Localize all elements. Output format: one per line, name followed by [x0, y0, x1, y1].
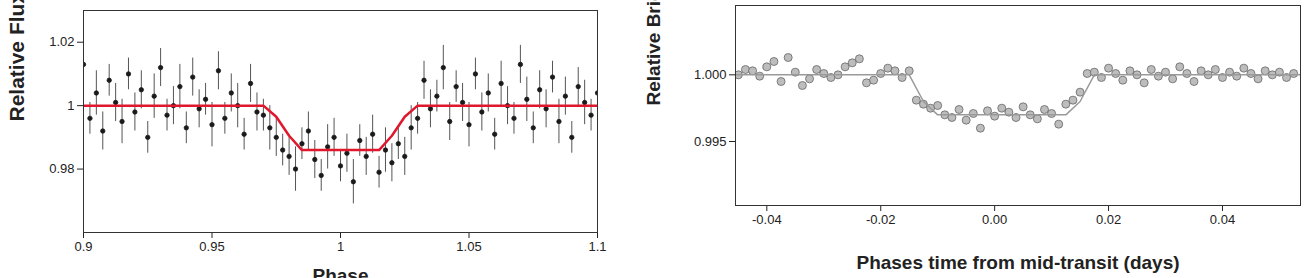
- svg-text:Phase: Phase: [313, 265, 369, 278]
- svg-text:1: 1: [337, 239, 344, 254]
- svg-text:1.05: 1.05: [456, 239, 481, 254]
- svg-text:-0.02: -0.02: [866, 212, 896, 227]
- svg-text:Relative Flux: Relative Flux: [5, 0, 28, 122]
- svg-text:1.1: 1.1: [588, 239, 606, 254]
- svg-text:0.9: 0.9: [74, 239, 92, 254]
- svg-text:-0.04: -0.04: [752, 212, 782, 227]
- svg-text:0.04: 0.04: [1210, 212, 1235, 227]
- svg-text:1.000: 1.000: [694, 67, 727, 82]
- svg-text:0.95: 0.95: [199, 239, 224, 254]
- svg-text:0.00: 0.00: [982, 212, 1007, 227]
- svg-text:0.98: 0.98: [49, 161, 74, 176]
- svg-text:1: 1: [67, 98, 74, 113]
- svg-text:Phases time from mid-transit (: Phases time from mid-transit (days): [856, 252, 1179, 273]
- svg-text:0.995: 0.995: [694, 134, 727, 149]
- svg-text:Relative Brightness: Relative Brightness: [643, 0, 664, 106]
- svg-text:0.02: 0.02: [1096, 212, 1121, 227]
- svg-text:1.02: 1.02: [49, 34, 74, 49]
